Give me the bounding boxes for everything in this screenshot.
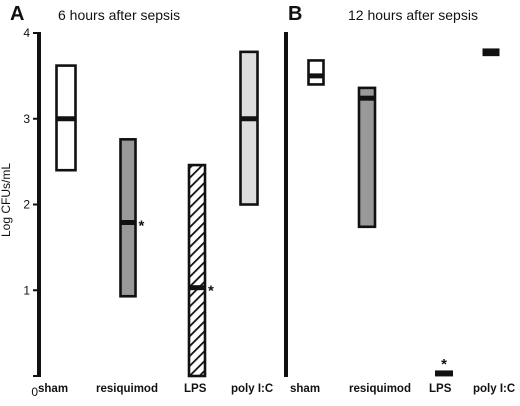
category-labels: sham resiquimod LPS poly I:C sham resiquimod L… — [38, 383, 515, 395]
y-tick-label: 1 — [23, 283, 30, 297]
panel-b-letter: B — [288, 3, 302, 25]
panel-a-title: 6 hours after sepsis — [58, 7, 180, 23]
y-tick-label: 4 — [23, 26, 30, 40]
category-label: LPS — [184, 383, 207, 395]
category-label: resiquimod — [96, 383, 158, 395]
significance-star: * — [208, 283, 214, 300]
y-axis-label: Log CFUs/mL — [0, 163, 13, 237]
y-tick-label: 0 — [31, 385, 38, 399]
panel-b-title: 12 hours after sepsis — [348, 7, 478, 23]
y-tick-label: 3 — [23, 112, 30, 126]
panel-a-letter: A — [10, 3, 24, 25]
box-1-1 — [357, 86, 377, 229]
significance-star: * — [441, 356, 447, 373]
box-1-0 — [307, 59, 325, 86]
y-ticks: 0 1 2 3 4 — [23, 26, 41, 399]
category-label: LPS — [429, 383, 452, 395]
category-label: poly I:C — [231, 383, 273, 395]
y-tick-label: 2 — [23, 198, 30, 212]
category-label: sham — [290, 383, 320, 395]
category-label: poly I:C — [473, 383, 515, 395]
category-label: resiquimod — [349, 383, 411, 395]
box-1-3 — [482, 48, 500, 57]
box-0-1 — [119, 138, 137, 298]
category-label: sham — [38, 383, 68, 395]
significance-star: * — [139, 218, 145, 235]
box-1-2 — [435, 370, 453, 377]
chart-marks: * * * — [55, 48, 500, 378]
box-0-2 — [187, 163, 207, 378]
box-0-3 — [239, 50, 259, 206]
